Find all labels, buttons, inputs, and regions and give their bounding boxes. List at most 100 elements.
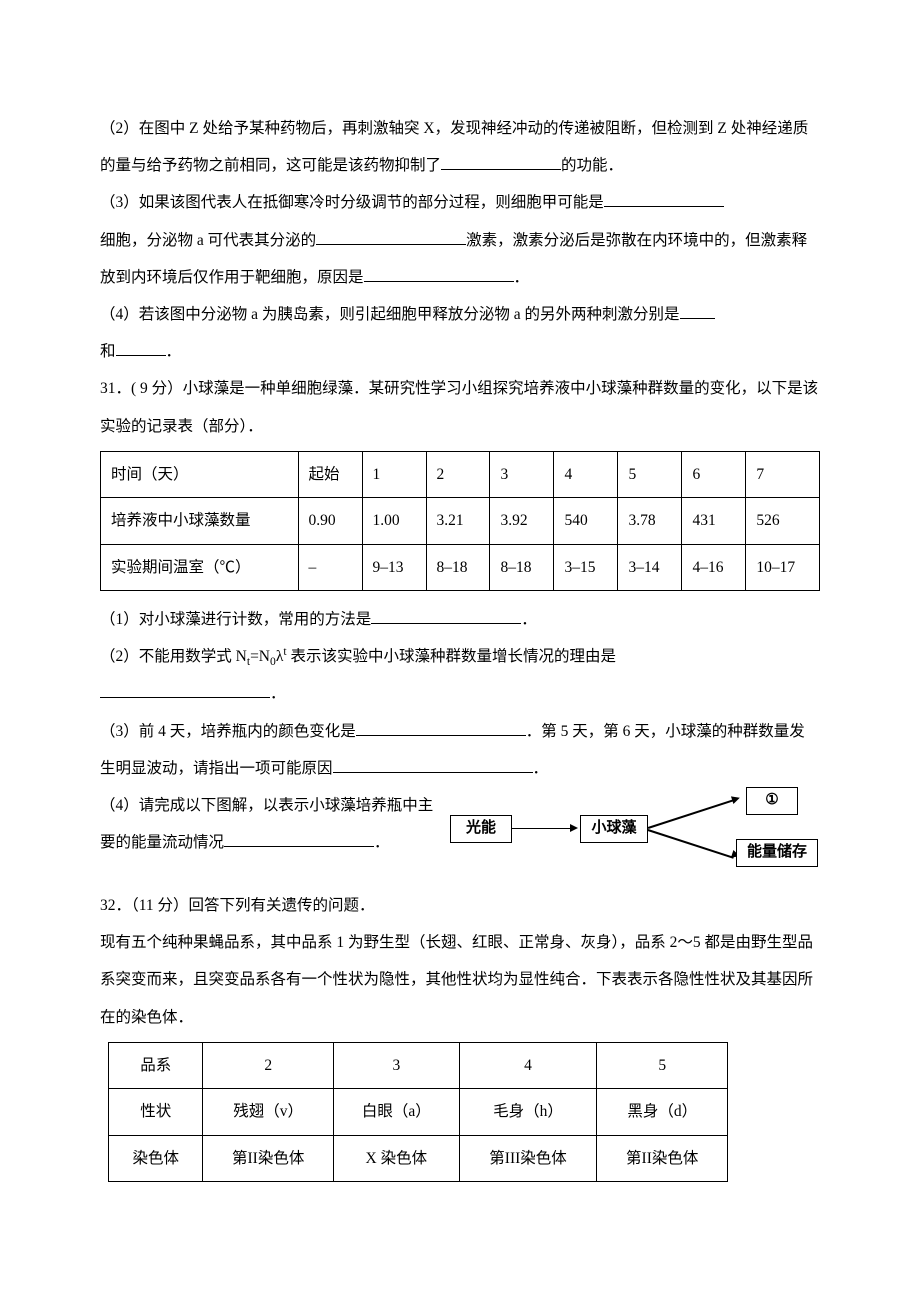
cell: 第III染色体 (459, 1135, 597, 1181)
cell: 性状 (109, 1089, 203, 1135)
cell: 2 (426, 451, 490, 497)
cell: 白眼（a） (333, 1089, 459, 1135)
table-row: 培养液中小球藻数量 0.90 1.00 3.21 3.92 540 3.78 4… (101, 498, 820, 544)
q4-a: （4）若该图中分泌物 a 为胰岛素，则引起细胞甲释放分泌物 a 的另外两种刺激分… (100, 306, 680, 323)
q31-3a: （3）前 4 天，培养瓶内的颜色变化是 (100, 723, 356, 740)
q31-2b: =N (250, 648, 270, 665)
q31-3c: ． (533, 760, 549, 777)
q3-a: （3）如果该图代表人在抵御寒冷时分级调节的部分过程，则细胞甲可能是 (100, 194, 604, 211)
cell: 8–18 (490, 544, 554, 590)
cell: 第II染色体 (597, 1135, 728, 1181)
cell: 黑身（d） (597, 1089, 728, 1135)
cell: 3 (333, 1042, 459, 1088)
question-3: （3）如果该图代表人在抵御寒冷时分级调节的部分过程，则细胞甲可能是 细胞，分泌物… (100, 184, 820, 296)
cell: 残翅（v） (203, 1089, 334, 1135)
box-top: ① (746, 787, 798, 815)
cell: 3.78 (618, 498, 682, 544)
cell: 品系 (109, 1042, 203, 1088)
cell: 3 (490, 451, 554, 497)
energy-flow-diagram: 光能 小球藻 ① 能量储存 (450, 787, 820, 877)
cell: 4 (459, 1042, 597, 1088)
cell: 实验期间温室（℃） (101, 544, 299, 590)
cell: 5 (618, 451, 682, 497)
question-31-intro: 31．( 9 分）小球藻是一种单细胞绿藻．某研究性学习小组探究培养液中小球藻种群… (100, 370, 820, 444)
box-light: 光能 (450, 815, 512, 843)
q2-tail: 的功能． (561, 157, 623, 174)
blank (441, 154, 561, 171)
cell: 5 (597, 1042, 728, 1088)
cell: 起始 (298, 451, 362, 497)
q31-3: （3）前 4 天，培养瓶内的颜色变化是．第 5 天，第 6 天，小球藻的种群数量… (100, 713, 820, 787)
q31-2: （2）不能用数学式 Nt=N0λt 表示该实验中小球藻种群数量增长情况的理由是 … (100, 638, 820, 712)
question-32-intro: 32．（11 分）回答下列有关遗传的问题． (100, 887, 820, 924)
blank (604, 191, 724, 208)
q31-1: （1）对小球藻进行计数，常用的方法是 ． (100, 601, 820, 638)
arrow-line (648, 829, 734, 858)
blank (116, 340, 166, 357)
blank (680, 302, 715, 319)
cell: 431 (682, 498, 746, 544)
document-page: （2）在图中 Z 处给予某种药物后，再刺激轴突 X，发现神经冲动的传递被阻断，但… (0, 0, 920, 1252)
cell: 1.00 (362, 498, 426, 544)
q31-4b: ． (374, 834, 390, 851)
cell: 9–13 (362, 544, 426, 590)
table-32: 品系 2 3 4 5 性状 残翅（v） 白眼（a） 毛身（h） 黑身（d） 染色… (108, 1042, 728, 1182)
q4-b: 和 (100, 343, 116, 360)
q4-c: ． (166, 343, 182, 360)
question-32-p1: 现有五个纯种果蝇品系，其中品系 1 为野生型（长翅、红眼、正常身、灰身），品系 … (100, 924, 820, 1036)
q31-2e: ． (270, 685, 286, 702)
box-algae: 小球藻 (580, 815, 648, 843)
blank (224, 831, 374, 848)
q31-1a: （1）对小球藻进行计数，常用的方法是 (100, 611, 371, 628)
arrow-line (512, 828, 572, 830)
q31-2d: 表示该实验中小球藻种群数量增长情况的理由是 (287, 648, 616, 665)
cell: X 染色体 (333, 1135, 459, 1181)
q3-d: ． (514, 269, 530, 286)
q31-4-row: （4）请完成以下图解，以表示小球藻培养瓶中主要的能量流动情况． 光能 小球藻 ①… (100, 787, 820, 877)
q31-4-text: （4）请完成以下图解，以表示小球藻培养瓶中主要的能量流动情况． (100, 787, 440, 861)
cell: 6 (682, 451, 746, 497)
cell: 时间（天） (101, 451, 299, 497)
cell: 2 (203, 1042, 334, 1088)
cell: 7 (746, 451, 820, 497)
cell: 4 (554, 451, 618, 497)
question-2: （2）在图中 Z 处给予某种药物后，再刺激轴突 X，发现神经冲动的传递被阻断，但… (100, 110, 820, 184)
blank (364, 265, 514, 282)
table-row: 性状 残翅（v） 白眼（a） 毛身（h） 黑身（d） (109, 1089, 728, 1135)
cell: 0.90 (298, 498, 362, 544)
q31-1b: ． (521, 611, 537, 628)
arrow-head-icon (731, 794, 741, 804)
table-row: 时间（天） 起始 1 2 3 4 5 6 7 (101, 451, 820, 497)
cell: 526 (746, 498, 820, 544)
cell: 3.21 (426, 498, 490, 544)
cell: 染色体 (109, 1135, 203, 1181)
cell: – (298, 544, 362, 590)
blank (333, 756, 533, 773)
table-row: 染色体 第II染色体 X 染色体 第III染色体 第II染色体 (109, 1135, 728, 1181)
question-4: （4）若该图中分泌物 a 为胰岛素，则引起细胞甲释放分泌物 a 的另外两种刺激分… (100, 296, 820, 370)
blank (316, 228, 466, 245)
blank (100, 682, 270, 699)
cell: 10–17 (746, 544, 820, 590)
cell: 3–15 (554, 544, 618, 590)
arrow-line (648, 799, 734, 828)
cell: 540 (554, 498, 618, 544)
q3-b: 细胞，分泌物 a 可代表其分泌的 (100, 232, 316, 249)
cell: 培养液中小球藻数量 (101, 498, 299, 544)
cell: 8–18 (426, 544, 490, 590)
table-row: 实验期间温室（℃） – 9–13 8–18 8–18 3–15 3–14 4–1… (101, 544, 820, 590)
blank (371, 608, 521, 625)
cell: 毛身（h） (459, 1089, 597, 1135)
table-31: 时间（天） 起始 1 2 3 4 5 6 7 培养液中小球藻数量 0.90 1.… (100, 451, 820, 591)
blank (356, 719, 526, 736)
cell: 1 (362, 451, 426, 497)
cell: 3.92 (490, 498, 554, 544)
cell: 第II染色体 (203, 1135, 334, 1181)
cell: 4–16 (682, 544, 746, 590)
cell: 3–14 (618, 544, 682, 590)
box-store: 能量储存 (736, 839, 818, 867)
spacer (100, 877, 820, 887)
arrow-head-icon (570, 824, 578, 832)
table-row: 品系 2 3 4 5 (109, 1042, 728, 1088)
q31-2a: （2）不能用数学式 N (100, 648, 247, 665)
